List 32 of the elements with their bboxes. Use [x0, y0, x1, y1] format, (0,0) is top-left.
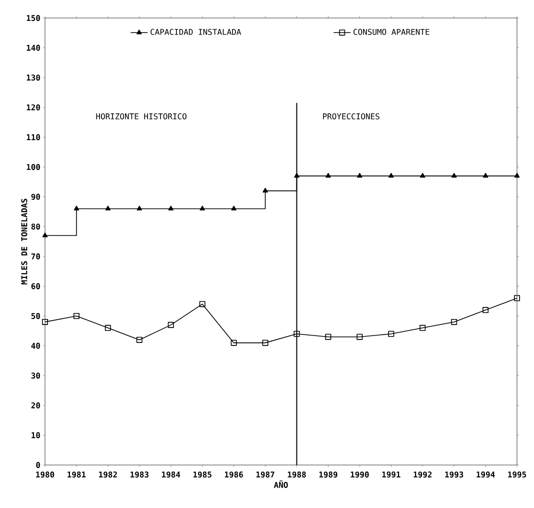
point — [136, 206, 142, 210]
point — [514, 295, 520, 302]
point — [168, 206, 174, 210]
point — [325, 334, 332, 340]
point — [294, 330, 300, 337]
point — [231, 206, 236, 210]
point — [326, 172, 331, 178]
point — [294, 172, 300, 178]
point — [136, 336, 142, 343]
point — [230, 340, 237, 346]
point — [420, 172, 426, 178]
point — [514, 172, 520, 178]
point — [104, 324, 111, 331]
point — [451, 318, 458, 325]
point — [451, 172, 457, 178]
point — [357, 172, 362, 178]
point — [42, 318, 48, 325]
point — [356, 334, 363, 340]
point — [420, 324, 426, 331]
point — [42, 232, 48, 238]
point — [388, 172, 394, 178]
point — [105, 206, 111, 210]
point — [74, 206, 80, 210]
point — [482, 172, 488, 178]
point — [262, 340, 268, 346]
point — [388, 330, 394, 337]
point — [168, 322, 174, 328]
point — [200, 206, 205, 210]
point — [73, 313, 80, 319]
point — [199, 301, 206, 308]
point — [262, 188, 268, 193]
point — [482, 307, 489, 314]
